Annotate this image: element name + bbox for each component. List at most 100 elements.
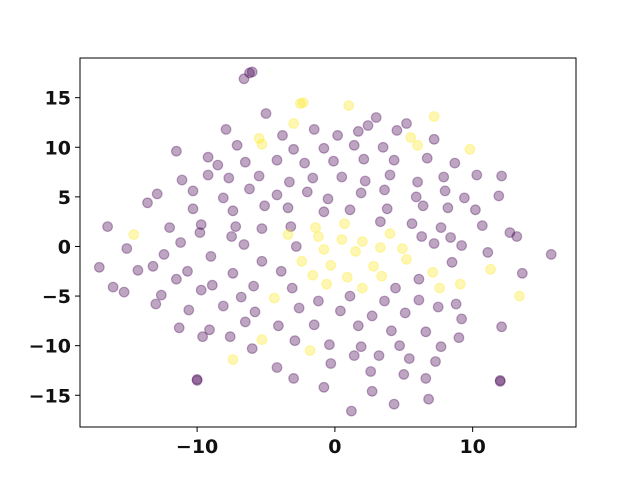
data-point: [405, 131, 417, 143]
data-point: [217, 192, 229, 204]
data-point: [205, 250, 217, 262]
data-point: [459, 192, 470, 204]
data-point: [268, 292, 280, 304]
data-point: [325, 358, 337, 369]
data-point: [416, 231, 428, 242]
data-point: [282, 229, 294, 241]
data-point: [456, 240, 468, 251]
data-point: [155, 289, 167, 301]
data-point: [202, 169, 214, 181]
y-tick-label: 5: [58, 187, 71, 209]
data-point: [398, 369, 410, 380]
data-point: [304, 345, 316, 357]
data-point: [379, 184, 390, 196]
data-point: [147, 260, 159, 272]
data-point: [386, 325, 397, 337]
data-point: [256, 138, 268, 150]
data-point: [238, 73, 250, 85]
data-point: [224, 331, 236, 343]
data-point: [176, 174, 188, 186]
data-point: [271, 189, 283, 201]
data-point: [248, 280, 260, 292]
data-point: [336, 171, 348, 183]
data-point: [335, 305, 346, 317]
data-point: [445, 232, 457, 243]
y-tick-label: 10: [45, 137, 71, 159]
data-point: [355, 341, 367, 353]
data-point: [350, 245, 362, 257]
data-point: [545, 248, 557, 260]
data-point: [344, 204, 356, 216]
data-point: [341, 271, 353, 283]
data-point: [410, 191, 422, 203]
data-point: [328, 155, 339, 167]
data-point: [324, 339, 335, 351]
data-point: [259, 200, 271, 212]
data-point: [187, 185, 199, 197]
data-point: [434, 282, 446, 294]
data-point: [332, 129, 344, 141]
data-point: [358, 153, 370, 165]
data-point: [246, 66, 258, 78]
data-point: [348, 350, 360, 362]
y-tick-label: −15: [29, 385, 71, 407]
data-point: [352, 125, 364, 137]
data-point: [482, 246, 494, 258]
data-point: [313, 231, 324, 242]
data-point: [235, 291, 247, 303]
data-point: [151, 188, 163, 200]
data-point: [397, 243, 408, 254]
data-point: [339, 218, 350, 230]
data-point: [191, 375, 203, 386]
data-point: [301, 186, 313, 198]
data-point: [295, 98, 306, 109]
data-point: [173, 322, 185, 334]
data-point: [456, 313, 468, 325]
data-point: [170, 273, 182, 285]
data-point: [253, 132, 265, 144]
data-point: [206, 279, 218, 291]
data-point: [343, 100, 355, 111]
data-point: [348, 139, 360, 151]
data-point: [93, 261, 105, 273]
data-point: [256, 334, 268, 346]
data-point: [403, 353, 415, 365]
data-point: [432, 301, 444, 313]
data-point: [384, 228, 396, 240]
data-point: [170, 145, 182, 157]
data-point: [297, 97, 309, 108]
data-point: [376, 270, 388, 282]
x-tick-label: 0: [328, 436, 341, 458]
data-point: [430, 356, 441, 367]
data-point: [183, 304, 195, 316]
data-point: [384, 169, 396, 181]
data-point: [449, 157, 461, 169]
data-point: [417, 200, 429, 212]
data-point: [318, 142, 330, 154]
data-point: [336, 234, 348, 245]
data-point: [275, 265, 287, 277]
data-point: [132, 264, 144, 276]
data-point: [391, 124, 403, 136]
data-point: [427, 266, 439, 278]
data-point: [288, 118, 300, 129]
data-point: [373, 350, 385, 362]
data-point: [357, 282, 368, 294]
data-point: [310, 222, 322, 234]
data-point: [107, 281, 119, 293]
data-point: [496, 170, 508, 182]
data-point: [470, 204, 481, 216]
data-point: [182, 265, 193, 277]
data-point: [453, 332, 465, 344]
data-point: [239, 156, 251, 168]
data-point: [450, 298, 462, 310]
data-point: [308, 123, 320, 135]
data-point: [195, 284, 207, 296]
data-point: [325, 259, 337, 271]
data-point: [296, 255, 308, 267]
data-point: [227, 205, 239, 217]
y-tick-label: −5: [42, 286, 71, 308]
data-point: [413, 294, 425, 306]
data-point: [438, 171, 450, 183]
data-point: [355, 187, 367, 199]
